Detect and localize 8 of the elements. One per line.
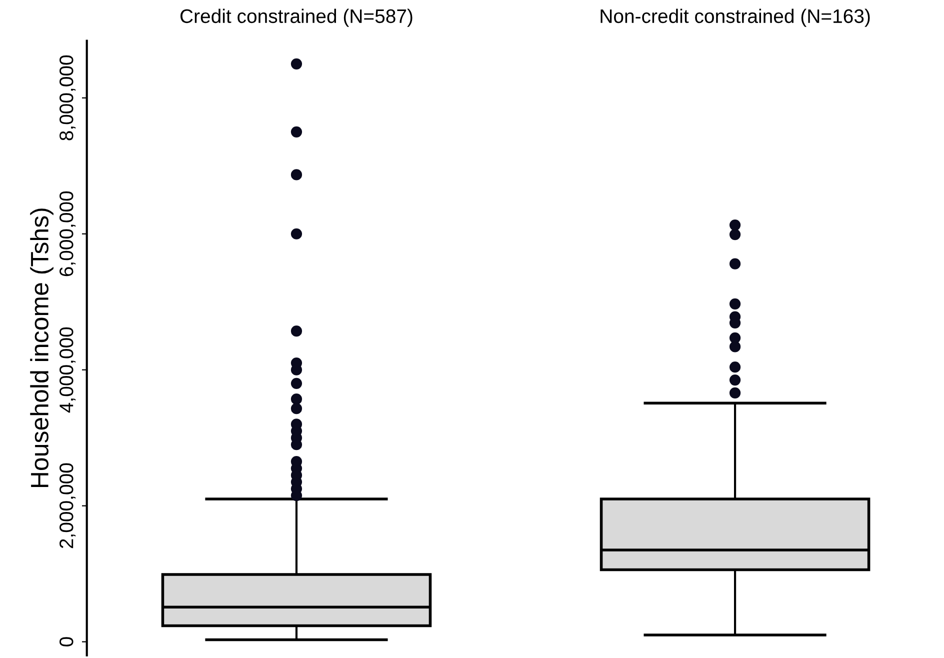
y-tick-label: 6,000,000 [60,191,76,276]
y-axis-title: Household income (Tshs) [30,208,54,488]
y-tick-label: 4,000,000 [60,327,76,413]
y-tick-label: 8,000,000 [60,55,76,140]
x-tick-label: Non-credit constrained (N=163) [600,8,870,27]
y-tick-label: 2,000,000 [60,463,76,548]
x-tick-label: Credit constrained (N=587) [180,8,412,27]
y-tick-label: 0 [60,637,74,646]
